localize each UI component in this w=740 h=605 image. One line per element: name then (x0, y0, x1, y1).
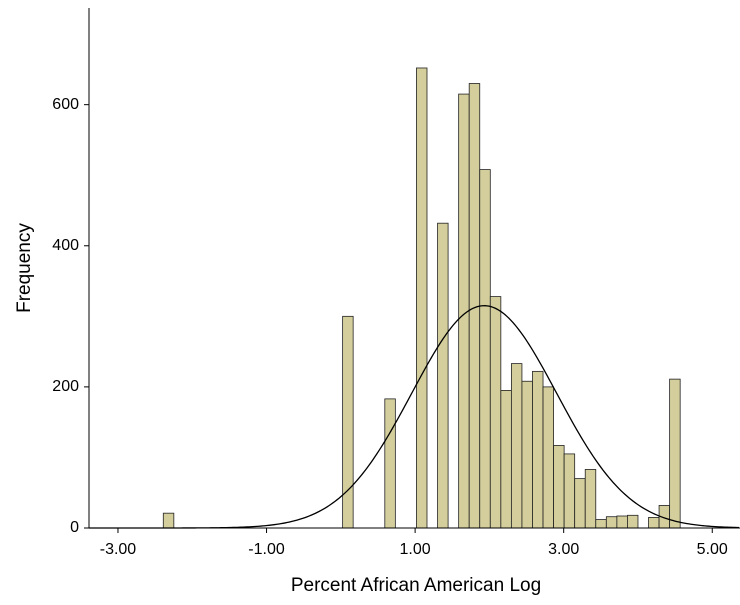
bar (595, 519, 607, 529)
bar (468, 83, 481, 529)
bar (342, 315, 354, 529)
x-tick-label: -3.00 (100, 541, 137, 558)
x-tick-label: 3.00 (548, 541, 579, 558)
bar (532, 370, 544, 529)
bar (542, 386, 554, 529)
bar (521, 380, 533, 529)
bar (669, 378, 681, 529)
x-tick-label: 1.00 (400, 541, 431, 558)
bar (510, 363, 523, 529)
bar (489, 296, 502, 529)
y-tick-label: 600 (52, 96, 79, 113)
bar (416, 67, 428, 529)
bar (648, 517, 660, 529)
y-tick-label: 200 (52, 378, 79, 395)
bar (574, 478, 586, 529)
bar (627, 514, 639, 529)
bar (616, 515, 628, 529)
bar (479, 169, 491, 529)
x-axis-title: Percent African American Log (291, 575, 541, 596)
bar (563, 453, 576, 529)
bar (384, 398, 396, 529)
bar (605, 516, 618, 529)
y-tick-label: 0 (70, 519, 79, 536)
bar (553, 445, 565, 529)
bar (500, 390, 512, 529)
bar (584, 469, 597, 529)
x-tick-label: -1.00 (248, 541, 285, 558)
y-axis-title: Frequency (14, 223, 35, 313)
y-tick-label: 400 (52, 237, 79, 254)
normal-curve (89, 305, 740, 529)
bar (437, 222, 449, 529)
bar (162, 512, 175, 529)
x-tick-label: 5.00 (697, 541, 728, 558)
